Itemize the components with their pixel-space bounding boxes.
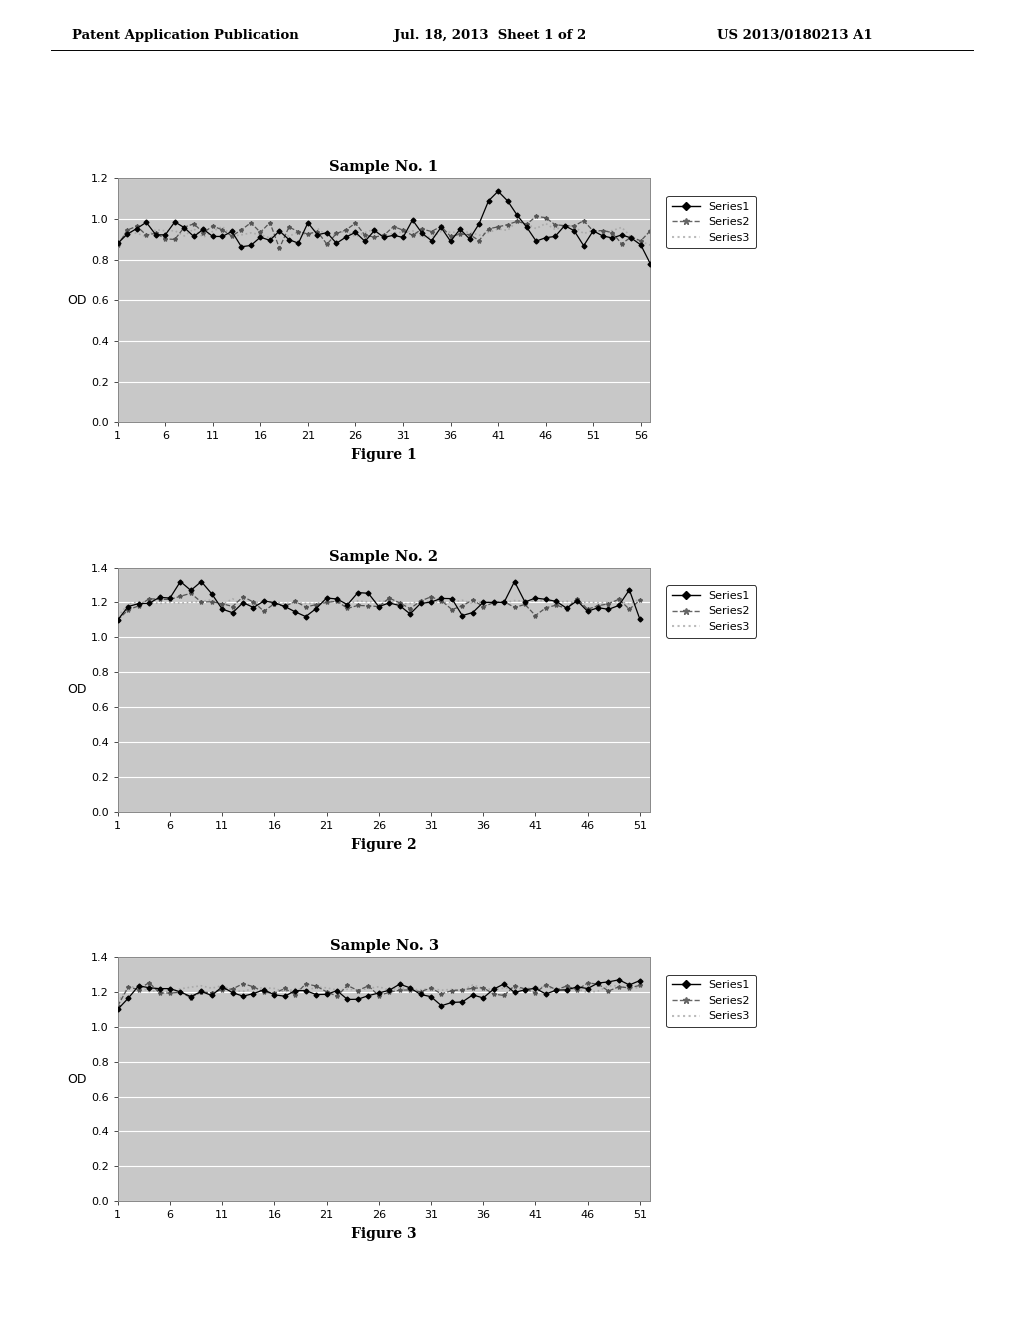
Text: US 2013/0180213 A1: US 2013/0180213 A1 bbox=[717, 29, 872, 42]
Text: Patent Application Publication: Patent Application Publication bbox=[72, 29, 298, 42]
Text: Figure 1: Figure 1 bbox=[351, 449, 417, 462]
Title: Sample No. 1: Sample No. 1 bbox=[330, 160, 438, 174]
Y-axis label: OD: OD bbox=[68, 1073, 87, 1085]
Title: Sample No. 3: Sample No. 3 bbox=[330, 939, 438, 953]
Text: Figure 2: Figure 2 bbox=[351, 838, 417, 851]
Legend: Series1, Series2, Series3: Series1, Series2, Series3 bbox=[667, 195, 756, 248]
Text: Jul. 18, 2013  Sheet 1 of 2: Jul. 18, 2013 Sheet 1 of 2 bbox=[394, 29, 587, 42]
Legend: Series1, Series2, Series3: Series1, Series2, Series3 bbox=[667, 585, 756, 638]
Legend: Series1, Series2, Series3: Series1, Series2, Series3 bbox=[667, 974, 756, 1027]
Y-axis label: OD: OD bbox=[68, 684, 87, 696]
Title: Sample No. 2: Sample No. 2 bbox=[330, 549, 438, 564]
Y-axis label: OD: OD bbox=[68, 294, 87, 306]
Text: Figure 3: Figure 3 bbox=[351, 1228, 417, 1241]
